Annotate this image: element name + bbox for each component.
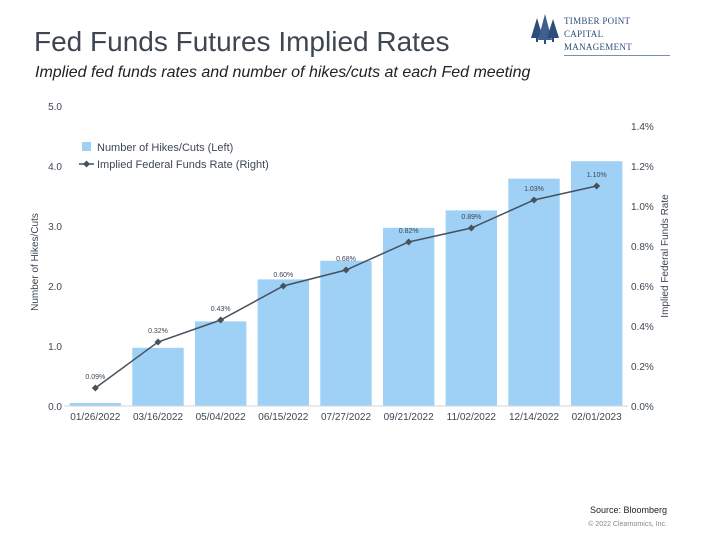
bar <box>445 210 498 406</box>
rate-point <box>342 266 350 274</box>
y-left-tick-label: 3.0 <box>48 222 62 233</box>
rate-point <box>530 196 538 204</box>
pine-trees-icon <box>531 14 559 44</box>
y-left-tick-label: 4.0 <box>48 162 62 173</box>
bar <box>194 321 247 406</box>
y-right-tick-label: 1.4% <box>631 122 654 133</box>
x-tick-label: 12/14/2022 <box>509 412 559 423</box>
y-left-tick-label: 1.0 <box>48 342 62 353</box>
x-tick-label: 02/01/2023 <box>572 412 622 423</box>
legend-swatch-bars <box>82 142 91 151</box>
x-tick-label: 09/21/2022 <box>384 412 434 423</box>
logo-line-1: TIMBER POINT <box>564 16 631 26</box>
rate-data-label: 0.32% <box>148 328 168 335</box>
legend-swatch-marker <box>83 160 90 168</box>
bar <box>320 260 372 406</box>
rate-data-label: 0.60% <box>273 272 293 279</box>
rate-point <box>217 316 225 324</box>
rate-data-label: 1.10% <box>587 172 607 179</box>
bar <box>132 347 184 406</box>
rate-data-label: 0.89% <box>461 214 481 221</box>
x-tick-label: 07/27/2022 <box>321 412 371 423</box>
legend-label-line: Implied Federal Funds Rate (Right) <box>97 159 269 171</box>
x-tick-label: 03/16/2022 <box>133 412 183 423</box>
y-left-tick-label: 2.0 <box>48 282 62 293</box>
y-right-tick-label: 1.2% <box>631 162 654 173</box>
bar <box>69 403 122 406</box>
x-tick-label: 05/04/2022 <box>196 412 246 423</box>
y-right-tick-label: 0.0% <box>631 402 654 413</box>
rate-point <box>593 182 601 190</box>
x-tick-label: 06/15/2022 <box>258 412 308 423</box>
rate-data-label: 0.09% <box>85 374 105 381</box>
x-tick-label: 11/02/2022 <box>447 412 497 423</box>
x-tick-label: 01/26/2022 <box>70 412 120 423</box>
rate-point <box>91 384 99 392</box>
y-right-axis-title: Implied Federal Funds Rate <box>660 194 671 318</box>
rate-point <box>279 282 287 290</box>
bar <box>570 161 623 406</box>
y-right-tick-label: 0.4% <box>631 322 654 333</box>
rate-data-label: 0.82% <box>399 228 419 235</box>
source-note: Source: Bloomberg <box>589 505 667 515</box>
rate-data-label: 0.43% <box>211 306 231 313</box>
rate-data-label: 1.03% <box>524 186 544 193</box>
rate-point <box>467 224 475 232</box>
y-right-tick-label: 0.2% <box>631 362 654 373</box>
y-right-tick-label: 0.8% <box>631 242 654 253</box>
y-left-axis-title: Number of Hikes/Cuts <box>30 213 41 311</box>
page-subtitle: Implied fed funds rates and number of hi… <box>35 64 531 81</box>
bar <box>382 227 435 406</box>
y-right-tick-label: 0.6% <box>631 282 654 293</box>
y-left-tick-label: 0.0 <box>48 402 62 413</box>
rate-point <box>154 338 162 346</box>
logo-line-2: CAPITAL MANAGEMENT <box>564 28 670 56</box>
bar <box>257 279 310 406</box>
copyright-note: © 2022 Clearnomics, Inc. <box>588 521 667 528</box>
company-logo: TIMBER POINT CAPITAL MANAGEMENT <box>530 12 670 56</box>
page-title: Fed Funds Futures Implied Rates <box>34 26 450 57</box>
y-left-tick-label: 5.0 <box>48 102 62 113</box>
legend-label-bars: Number of Hikes/Cuts (Left) <box>97 142 233 154</box>
rate-point <box>405 238 413 246</box>
bar <box>508 178 560 406</box>
y-right-tick-label: 1.0% <box>631 202 654 213</box>
rate-data-label: 0.68% <box>336 256 356 263</box>
